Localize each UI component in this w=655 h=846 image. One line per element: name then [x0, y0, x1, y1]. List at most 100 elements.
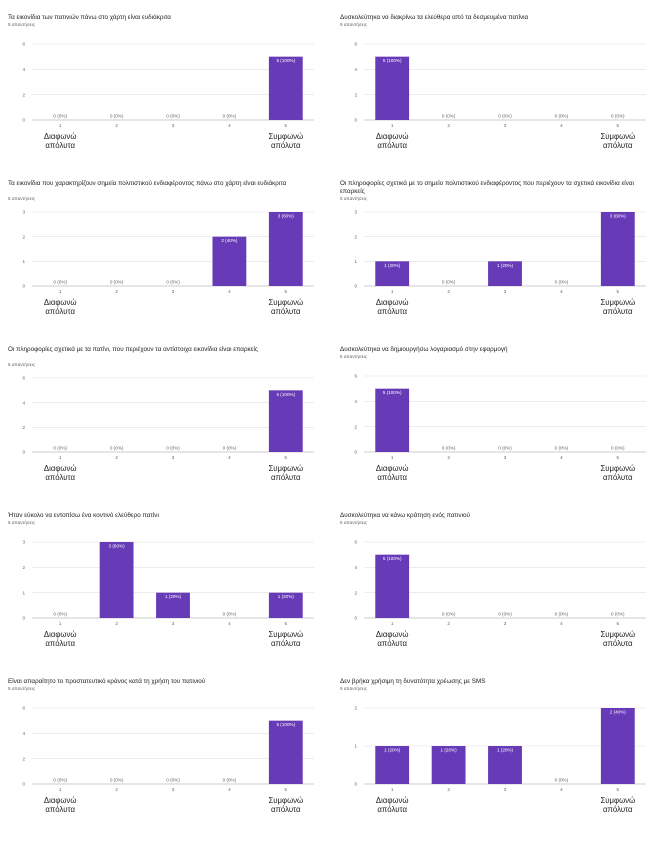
bar — [431, 746, 466, 784]
bar — [375, 261, 410, 286]
anchor-line: Διαφωνώ — [375, 132, 409, 141]
scale-high-label: Συμφωνώ απόλυτα — [592, 630, 644, 648]
y-tick-label: 2 — [22, 565, 25, 570]
x-tick-label: 3 — [504, 455, 507, 460]
scale-low-label: Διαφωνώ απόλυτα — [34, 298, 86, 316]
x-tick-label: 3 — [172, 123, 175, 128]
bar-value-label: 0 (0%) — [166, 778, 180, 783]
scale-low-label: Διαφωνώ απόλυτα — [366, 298, 418, 316]
chart-subtitle: 5 απαντήσεις — [340, 22, 368, 27]
chart-panel: Ήταν εύκολο να εντοπίσω ένα κοντινό ελεύ… — [8, 512, 328, 680]
bar-value-label: 0 (0%) — [555, 778, 569, 783]
x-tick-label: 2 — [115, 621, 118, 626]
bar-value-label: 1 (20%) — [441, 748, 458, 753]
bar-value-label: 5 (100%) — [276, 392, 295, 397]
anchor-line: απόλυτα — [271, 805, 301, 814]
x-tick-label: 4 — [228, 289, 231, 294]
anchor-line: απόλυτα — [377, 805, 407, 814]
chart-panel: Δυσκολεύτηκα να διακρίνω τα ελεύθερα από… — [340, 14, 655, 182]
y-tick-label: 6 — [22, 706, 25, 711]
bar — [156, 592, 190, 618]
bar — [268, 720, 303, 784]
anchor-line: απόλυτα — [603, 805, 633, 814]
x-tick-label: 2 — [447, 787, 450, 792]
chart-subtitle: 5 απαντήσεις — [340, 686, 368, 691]
x-tick-label: 5 — [617, 123, 620, 128]
bar-value-label: 0 (0%) — [611, 114, 625, 119]
anchor-line: απόλυτα — [377, 473, 407, 482]
y-tick-label: 4 — [354, 565, 357, 570]
bar-value-label: 0 (0%) — [498, 114, 512, 119]
anchor-line: απόλυτα — [45, 307, 75, 316]
x-tick-label: 3 — [172, 787, 175, 792]
y-tick-label: 0 — [22, 782, 25, 787]
anchor-line: Συμφωνώ — [268, 796, 304, 805]
bar-value-label: 0 (0%) — [166, 114, 180, 119]
bar-value-label: 3 (60%) — [610, 214, 627, 219]
chart-subtitle: 5 απαντήσεις — [340, 520, 368, 525]
y-tick-label: 0 — [354, 284, 357, 289]
y-tick-label: 0 — [22, 118, 25, 123]
chart-panel: Τα εικονίδια που χαρακτηρίζουν σημεία πο… — [8, 180, 328, 348]
scale-low-label: Διαφωνώ απόλυτα — [366, 630, 418, 648]
x-tick-label: 4 — [228, 455, 231, 460]
anchor-line: Συμφωνώ — [600, 132, 636, 141]
y-tick-label: 2 — [354, 706, 357, 711]
chart-panel: Τα εικονίδια των πατινιών πάνω στο χάρτη… — [8, 14, 328, 182]
x-tick-label: 4 — [228, 787, 231, 792]
anchor-line: Διαφωνώ — [375, 464, 409, 473]
anchor-line: απόλυτα — [45, 141, 75, 150]
bar-value-label: 3 (60%) — [109, 544, 126, 549]
y-tick-label: 3 — [22, 210, 25, 215]
y-tick-label: 0 — [354, 118, 357, 123]
anchor-line: Συμφωνώ — [600, 298, 636, 307]
bar-value-label: 0 (0%) — [442, 446, 456, 451]
scale-high-label: Συμφωνώ απόλυτα — [260, 132, 312, 150]
y-tick-label: 2 — [22, 234, 25, 239]
bar-value-label: 0 (0%) — [223, 114, 237, 119]
x-tick-label: 2 — [447, 289, 450, 294]
x-tick-label: 3 — [504, 787, 507, 792]
x-tick-label: 1 — [391, 787, 394, 792]
bar-value-label: 0 (0%) — [53, 612, 67, 617]
anchor-line: Συμφωνώ — [600, 630, 636, 639]
x-tick-label: 1 — [391, 455, 394, 460]
bar-value-label: 0 (0%) — [555, 612, 569, 617]
y-tick-label: 1 — [354, 259, 357, 264]
chart-title: Δυσκολεύτηκα να διακρίνω τα ελεύθερα από… — [340, 14, 529, 21]
y-tick-label: 4 — [22, 731, 25, 736]
chart-panel: Δεν βρήκα χρήσιμη τη δυνατότητα χρέωσης … — [340, 678, 655, 846]
bar — [375, 56, 410, 120]
x-tick-label: 1 — [59, 289, 62, 294]
bar-value-label: 0 (0%) — [223, 612, 237, 617]
bar-chart: 0 1 2 1 (20%) 1 1 (20%) 2 1 (20%) 3 0 (0%) 4 2 (40%… — [354, 706, 646, 792]
chart-title: Τα εικονίδια των πατινιών πάνω στο χάρτη… — [8, 14, 171, 21]
x-tick-label: 1 — [391, 123, 394, 128]
bar-value-label: 1 (20%) — [278, 594, 295, 599]
chart-title: Οι πληροφορίες σχετικά με το σημείο πολι… — [340, 180, 634, 196]
bar-value-label: 0 (0%) — [110, 280, 124, 285]
chart-title: Δεν βρήκα χρήσιμη τη δυνατότητα χρέωσης … — [340, 678, 486, 685]
anchor-line: απόλυτα — [271, 473, 301, 482]
bar-chart: 0 2 4 6 5 (100%) 1 0 (0%) 2 0 (0%) 3 0 (0%) 4 0 (0%)… — [354, 42, 646, 128]
y-tick-label: 4 — [22, 400, 25, 405]
y-tick-label: 2 — [354, 92, 357, 97]
bar — [268, 212, 303, 286]
anchor-line: Συμφωνώ — [268, 132, 304, 141]
bar-value-label: 0 (0%) — [53, 114, 67, 119]
bar-chart: 0 2 4 6 0 (0%) 1 0 (0%) 2 0 (0%) 3 0 (0%) 4 5 (100%)… — [22, 706, 314, 792]
scale-low-label: Διαφωνώ απόλυτα — [34, 132, 86, 150]
anchor-line: απόλυτα — [603, 141, 633, 150]
x-tick-label: 3 — [504, 621, 507, 626]
scale-high-label: Συμφωνώ απόλυτα — [260, 464, 312, 482]
y-tick-label: 2 — [22, 425, 25, 430]
bar — [375, 388, 410, 452]
chart-subtitle: 5 απαντήσεις — [8, 22, 36, 27]
bar-value-label: 1 (20%) — [165, 594, 182, 599]
anchor-line: Συμφωνώ — [600, 464, 636, 473]
bar-value-label: 0 (0%) — [223, 446, 237, 451]
scale-high-label: Συμφωνώ απόλυτα — [260, 796, 312, 814]
y-tick-label: 2 — [354, 590, 357, 595]
bar-value-label: 0 (0%) — [110, 446, 124, 451]
y-tick-label: 2 — [354, 234, 357, 239]
